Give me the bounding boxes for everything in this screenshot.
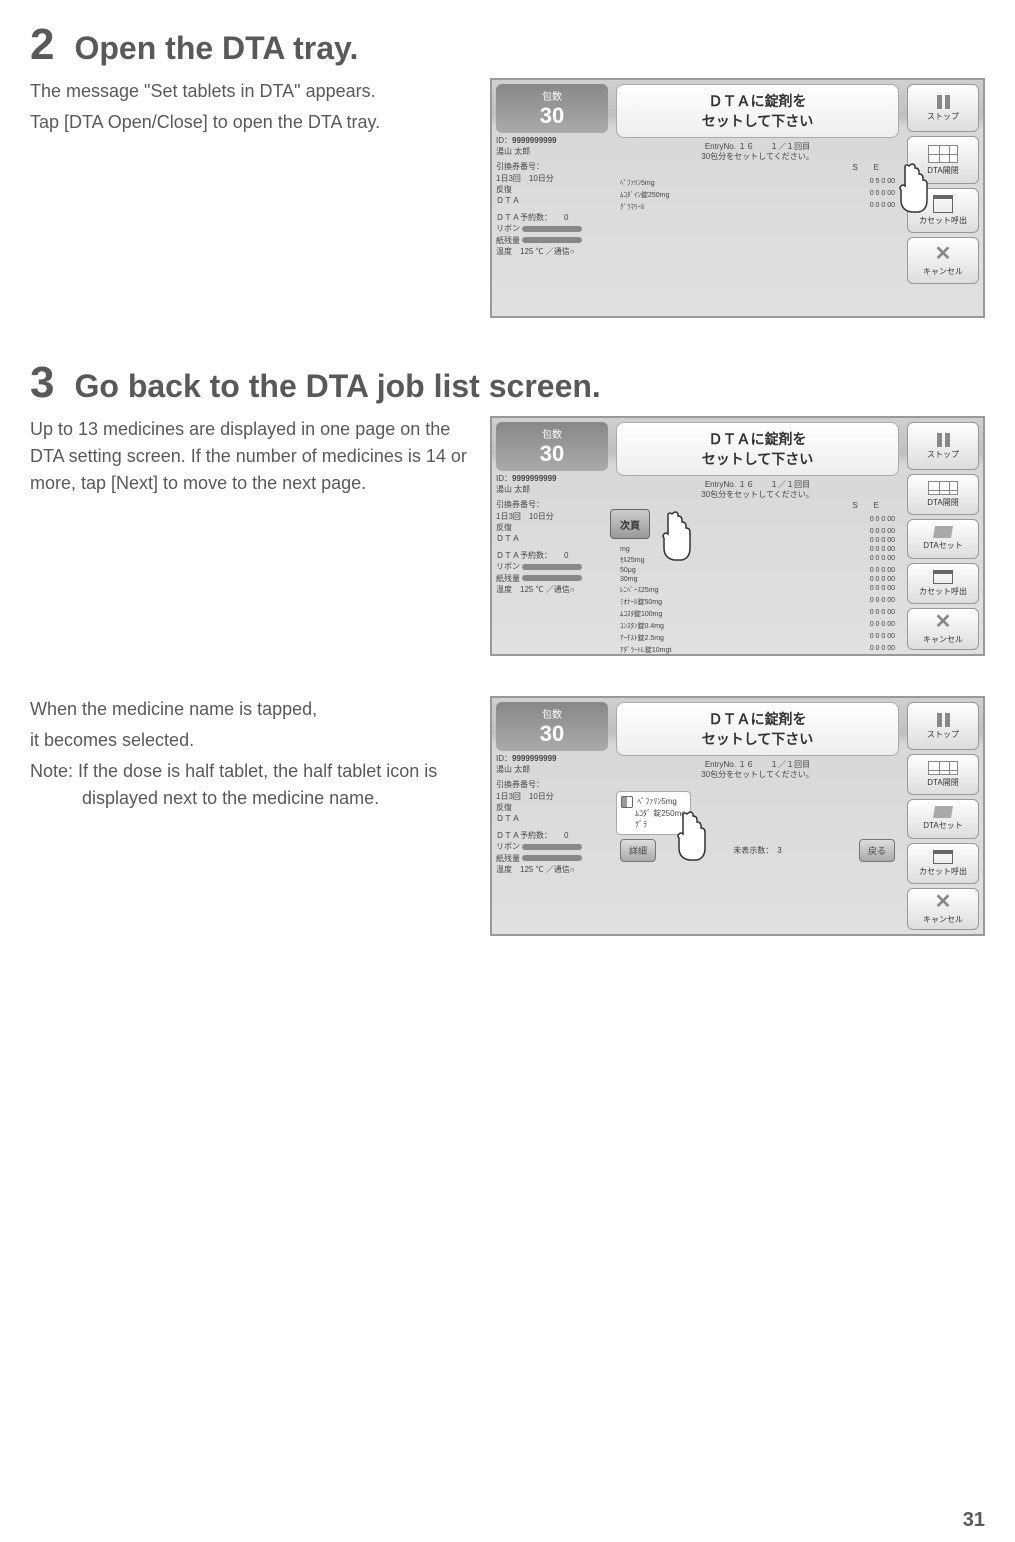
step-3-note: Note: If the dose is half tablet, the ha… (30, 758, 470, 812)
step-3-text-1: Up to 13 medicines are displayed in one … (30, 416, 470, 656)
entry-info: EntryNo. １６ １／１回目 30包分をセットしてください。 S E (616, 142, 899, 173)
step-2-title: Open the DTA tray. (74, 30, 358, 67)
message-box-2: ＤＴＡに錠剤を セットして下さい (616, 422, 899, 476)
pause-icon (937, 713, 950, 727)
cassette-icon (933, 195, 953, 213)
back-button[interactable]: 戻る (859, 839, 895, 862)
half-tablet-icon (621, 796, 633, 808)
step-3-body-2: When the medicine name is tapped, it bec… (30, 696, 985, 936)
message-box-3: ＤＴＡに錠剤を セットして下さい (616, 702, 899, 756)
stop-button[interactable]: ストップ (907, 84, 979, 132)
cassette-call-button-3[interactable]: カセット呼出 (907, 843, 979, 884)
step-3-body-1: Up to 13 medicines are displayed in one … (30, 416, 985, 656)
keypad-icon (928, 481, 958, 495)
step-3-tapped-1: When the medicine name is tapped, (30, 696, 470, 723)
close-icon: ✕ (935, 612, 952, 632)
unshown-count: 未表示数： 3 (733, 845, 781, 856)
step-2-line1: The message "Set tablets in DTA" appears… (30, 78, 470, 105)
stop-button-2[interactable]: ストップ (907, 422, 979, 470)
step-3-header: 3 Go back to the DTA job list screen. (30, 358, 985, 408)
tag-icon (933, 526, 953, 538)
medicine-selected-area: ﾍﾟﾌｧﾘﾝ5mg ﾑｺﾀﾞ 錠250mg ｸﾞﾗ 詳細 未表示数： 3 戻る (616, 785, 899, 930)
step-2-line2: Tap [DTA Open/Close] to open the DTA tra… (30, 109, 470, 136)
ds-left-panel-2: 包数 30 ID：9999999999 湯山 太郎 引換券番号： 1日3回 10… (492, 418, 612, 654)
dta-set-button-3[interactable]: DTAセット (907, 799, 979, 839)
step-3-para1: Up to 13 medicines are displayed in one … (30, 416, 470, 497)
ds-left-panel: 包数 30 ID：9999999999 湯山 太郎 引換券番号： 1日3回 10… (492, 80, 612, 316)
step-3-number: 3 (30, 358, 54, 408)
step-3-title: Go back to the DTA job list screen. (74, 368, 600, 405)
step-2-body: The message "Set tablets in DTA" appears… (30, 78, 985, 318)
step-2-header: 2 Open the DTA tray. (30, 20, 985, 70)
cassette-icon (933, 570, 953, 584)
close-icon: ✕ (935, 244, 952, 264)
device-screen-3: 包数 30 ID：9999999999 湯山 太郎 引換券番号： 1日3回 10… (490, 696, 985, 936)
count-value: 30 (500, 103, 604, 129)
count-label: 包数 (500, 88, 604, 103)
hand-cursor-icon (889, 160, 933, 220)
device-screen-1: 包数 30 ID：9999999999 湯山 太郎 引換券番号： 1日3回 10… (490, 78, 985, 318)
detail-button[interactable]: 詳細 (620, 839, 656, 862)
hand-cursor-icon-2 (652, 508, 696, 568)
package-count-box-2: 包数 30 (496, 422, 608, 471)
package-count-box: 包数 30 (496, 84, 608, 133)
device-screen-2: 包数 30 ID：9999999999 湯山 太郎 引換券番号： 1日3回 10… (490, 416, 985, 656)
step-2-text: The message "Set tablets in DTA" appears… (30, 78, 470, 318)
ds-center-panel: ＤＴＡに錠剤を セットして下さい EntryNo. １６ １／１回目 30包分を… (612, 80, 903, 316)
patient-info: ID：9999999999 湯山 太郎 引換券番号： 1日3回 10日分 反復 … (496, 135, 608, 257)
bottom-controls: 詳細 未表示数： 3 戻る (616, 835, 899, 866)
cancel-button-2[interactable]: ✕ キャンセル (907, 608, 979, 650)
stop-button-3[interactable]: ストップ (907, 702, 979, 750)
pause-icon (937, 95, 950, 109)
message-box: ＤＴＡに錠剤を セットして下さい (616, 84, 899, 138)
step-3-tapped-2: it becomes selected. (30, 727, 470, 754)
dta-open-button-2[interactable]: DTA開閉 (907, 474, 979, 515)
tag-icon (933, 806, 953, 818)
medicine-list-1: ﾍﾟﾌｧﾘﾝ5mg0 5 0 00 ﾑｺﾀﾞｲﾝ錠250mg0 0 0 00 ｸ… (616, 177, 899, 312)
hand-cursor-icon-3 (667, 808, 711, 868)
keypad-icon (928, 761, 958, 775)
pause-icon (937, 433, 950, 447)
cancel-button[interactable]: ✕ キャンセル (907, 237, 979, 284)
cassette-call-button-2[interactable]: カセット呼出 (907, 563, 979, 604)
cancel-button-3[interactable]: ✕ キャンセル (907, 888, 979, 930)
step-3-text-2: When the medicine name is tapped, it bec… (30, 696, 470, 936)
cassette-icon (933, 850, 953, 864)
dta-open-button-3[interactable]: DTA開閉 (907, 754, 979, 795)
page-number: 31 (963, 1509, 985, 1532)
next-button[interactable]: 次頁 (610, 509, 650, 539)
dta-set-button[interactable]: DTAセット (907, 519, 979, 559)
step-2-number: 2 (30, 20, 54, 70)
close-icon: ✕ (935, 892, 952, 912)
